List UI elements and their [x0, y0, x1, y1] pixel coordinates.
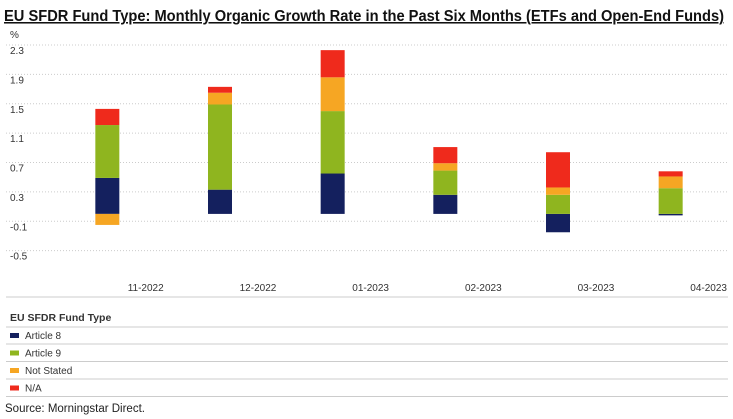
bar-segment — [658, 213, 683, 216]
x-tick-label: 12-2022 — [240, 283, 277, 294]
bar-segment — [95, 108, 120, 126]
bar-segment — [208, 92, 232, 105]
legend-swatch — [10, 368, 19, 373]
legend-swatch — [10, 333, 19, 338]
bar-segment — [546, 213, 570, 233]
y-tick-label: 2.3 — [10, 46, 24, 57]
bar-segment — [95, 213, 120, 225]
bar-segment — [208, 189, 232, 214]
y-tick-label: 1.9 — [10, 75, 24, 86]
legend-title: EU SFDR Fund Type — [10, 312, 111, 324]
bar-segment — [433, 163, 458, 171]
bar-segment — [320, 173, 345, 214]
bar-segment — [433, 170, 458, 195]
x-tick-label: 04-2023 — [690, 283, 727, 294]
bar-segment — [433, 147, 458, 164]
x-tick-label: 02-2023 — [465, 283, 502, 294]
bar-segment — [658, 171, 683, 177]
bar-segment — [658, 188, 683, 214]
bar-segment — [95, 125, 120, 178]
bar-segment — [658, 176, 683, 189]
bar-segment — [208, 104, 232, 190]
bar-segment — [95, 177, 120, 214]
legend-swatch — [10, 385, 19, 391]
legend-label: N/A — [25, 384, 42, 395]
chart-title: EU SFDR Fund Type: Monthly Organic Growt… — [4, 8, 724, 25]
x-tick-label: 01-2023 — [352, 283, 389, 294]
y-tick-label: 0.7 — [10, 164, 24, 175]
y-tick-label: 1.5 — [10, 105, 24, 116]
y-axis-label: % — [10, 30, 19, 41]
legend-swatch — [10, 350, 19, 356]
bar-segment — [320, 77, 345, 112]
source: Source: Morningstar Direct. — [5, 403, 145, 415]
y-tick-label: -0.1 — [10, 222, 28, 233]
bar-segment — [546, 187, 570, 195]
bar-segment — [320, 50, 345, 78]
x-tick-label: 11-2022 — [128, 283, 164, 294]
y-tick-label: 1.1 — [10, 134, 24, 145]
bar-segment — [546, 152, 570, 188]
bar-segment — [208, 86, 232, 93]
bar-segment — [546, 194, 570, 214]
bar-segment — [320, 111, 345, 174]
y-tick-label: 0.3 — [10, 193, 24, 204]
legend-label: Not Stated — [25, 366, 72, 377]
legend-label: Article 9 — [25, 349, 62, 360]
y-tick-label: -0.5 — [10, 252, 28, 263]
legend-label: Article 8 — [25, 331, 62, 342]
bar-segment — [433, 194, 458, 214]
x-tick-label: 03-2023 — [578, 283, 615, 294]
